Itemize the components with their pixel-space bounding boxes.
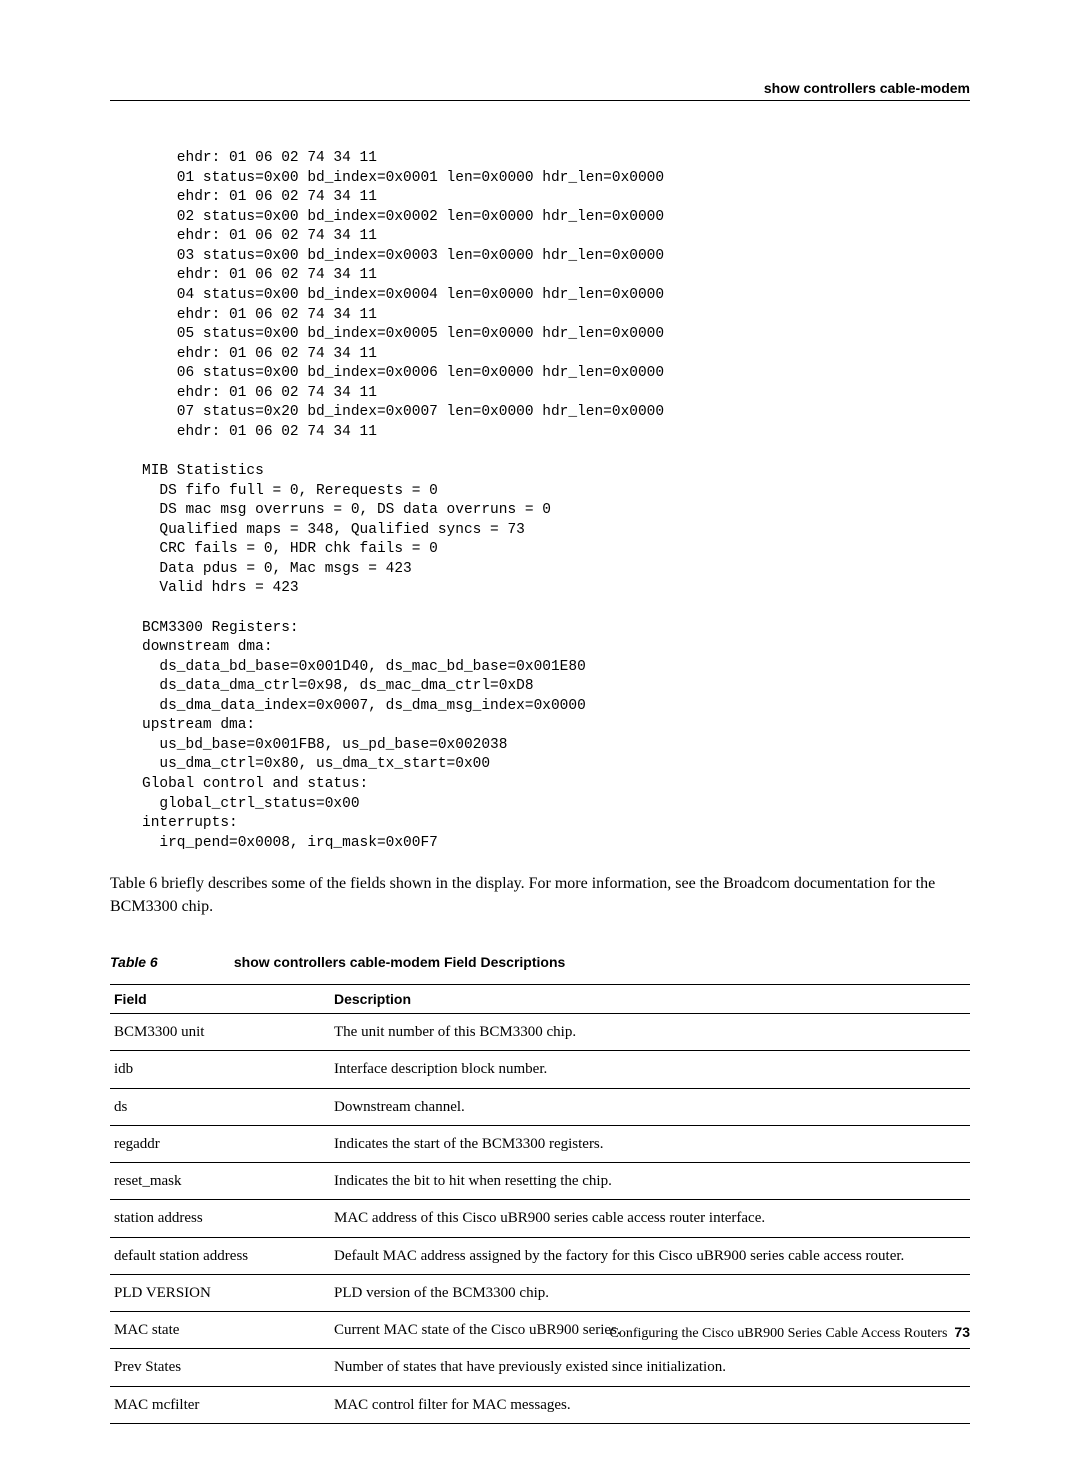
field-description-cell: Indicates the start of the BCM3300 regis… [330, 1125, 970, 1162]
field-name-cell: default station address [110, 1237, 330, 1274]
page-footer: Configuring the Cisco uBR900 Series Cabl… [110, 1324, 970, 1349]
field-name-cell: MAC mcfilter [110, 1386, 330, 1423]
field-description-cell: Downstream channel. [330, 1088, 970, 1125]
table-row: station addressMAC address of this Cisco… [110, 1200, 970, 1237]
field-description-cell: Default MAC address assigned by the fact… [330, 1237, 970, 1274]
table-header-row: Field Description [110, 985, 970, 1014]
table-row: PLD VERSIONPLD version of the BCM3300 ch… [110, 1274, 970, 1311]
field-name-cell: station address [110, 1200, 330, 1237]
field-name-cell: Prev States [110, 1349, 330, 1386]
terminal-output: ehdr: 01 06 02 74 34 11 01 status=0x00 b… [142, 149, 970, 853]
col-header-description: Description [330, 985, 970, 1014]
table-title: show controllers cable-modem Field Descr… [234, 954, 565, 970]
col-header-field: Field [110, 985, 330, 1014]
table-row: regaddrIndicates the start of the BCM330… [110, 1125, 970, 1162]
table-row: idbInterface description block number. [110, 1051, 970, 1088]
field-description-cell: MAC address of this Cisco uBR900 series … [330, 1200, 970, 1237]
header-rule [110, 100, 970, 101]
table-row: default station addressDefault MAC addre… [110, 1237, 970, 1274]
field-descriptions-table: Field Description BCM3300 unitThe unit n… [110, 984, 970, 1424]
footer-rule [110, 1348, 970, 1349]
field-description-cell: PLD version of the BCM3300 chip. [330, 1274, 970, 1311]
field-name-cell: PLD VERSION [110, 1274, 330, 1311]
table-row: dsDownstream channel. [110, 1088, 970, 1125]
table-row: MAC mcfilterMAC control filter for MAC m… [110, 1386, 970, 1423]
table-row: reset_maskIndicates the bit to hit when … [110, 1163, 970, 1200]
field-description-cell: Indicates the bit to hit when resetting … [330, 1163, 970, 1200]
field-description-cell: Number of states that have previously ex… [330, 1349, 970, 1386]
field-name-cell: ds [110, 1088, 330, 1125]
field-name-cell: BCM3300 unit [110, 1014, 330, 1051]
field-description-cell: MAC control filter for MAC messages. [330, 1386, 970, 1423]
footer-page-number: 73 [954, 1324, 970, 1340]
table-number: Table 6 [110, 954, 230, 970]
body-paragraph: Table 6 briefly describes some of the fi… [110, 873, 970, 918]
footer-text: Configuring the Cisco uBR900 Series Cabl… [610, 1326, 948, 1341]
field-description-cell: Interface description block number. [330, 1051, 970, 1088]
field-name-cell: reset_mask [110, 1163, 330, 1200]
field-name-cell: idb [110, 1051, 330, 1088]
table-row: Prev StatesNumber of states that have pr… [110, 1349, 970, 1386]
field-description-cell: The unit number of this BCM3300 chip. [330, 1014, 970, 1051]
page-header-title: show controllers cable-modem [110, 80, 970, 96]
table-row: BCM3300 unitThe unit number of this BCM3… [110, 1014, 970, 1051]
field-name-cell: regaddr [110, 1125, 330, 1162]
table-caption: Table 6 show controllers cable-modem Fie… [110, 954, 970, 970]
